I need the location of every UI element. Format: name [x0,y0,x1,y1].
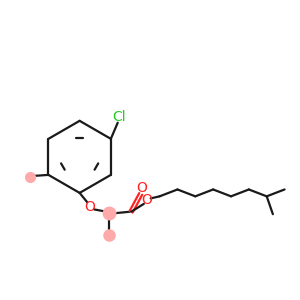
Text: O: O [136,181,147,195]
Text: O: O [141,193,152,207]
Text: Cl: Cl [112,110,126,124]
Text: O: O [85,200,95,214]
